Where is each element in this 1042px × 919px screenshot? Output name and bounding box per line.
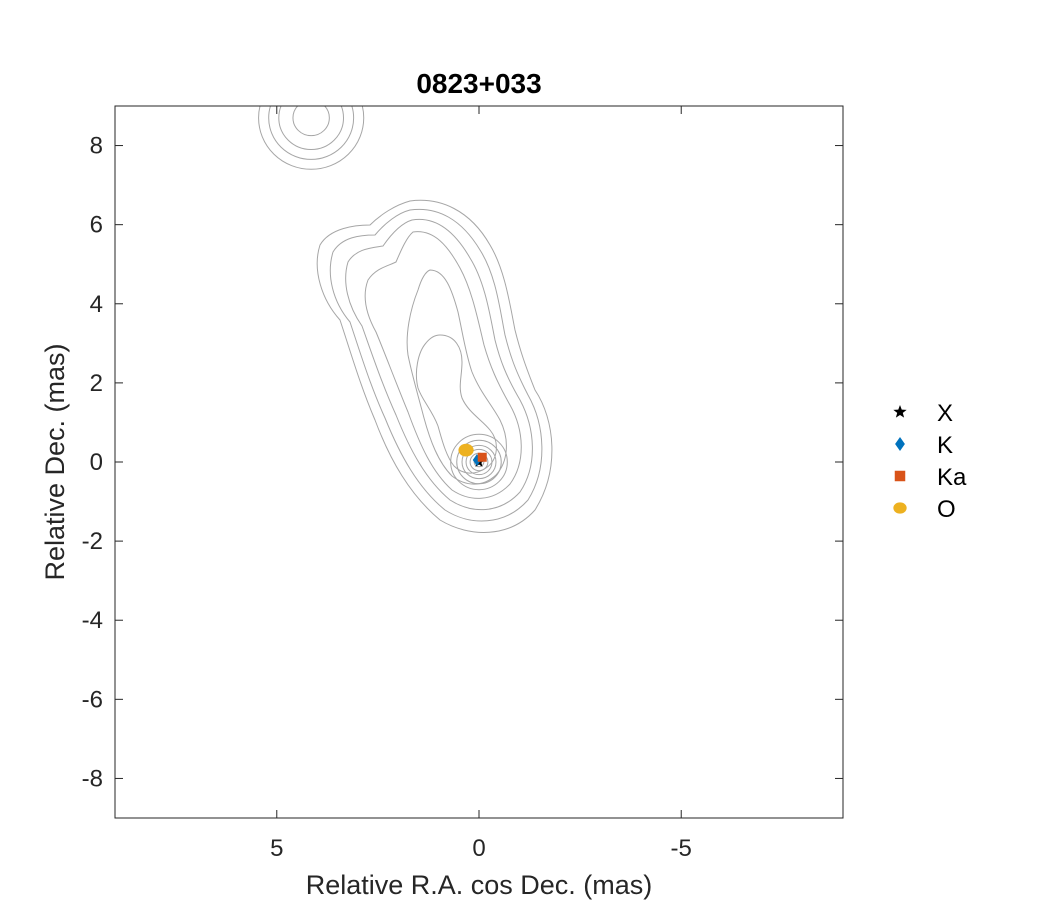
jet-contour-6 — [415, 334, 497, 474]
x-tick-label: 0 — [472, 835, 485, 862]
jet-contour-2 — [329, 208, 543, 522]
y-tick-label: 0 — [90, 449, 103, 476]
legend-marker-o — [893, 502, 907, 514]
x-axis-label: Relative R.A. cos Dec. (mas) — [306, 870, 653, 900]
contour-ring — [278, 106, 345, 151]
legend-label-o: O — [937, 496, 956, 523]
legend-marker-k — [895, 437, 905, 451]
jet-contour-3 — [345, 218, 533, 511]
y-axis-label: Relative Dec. (mas) — [40, 343, 70, 580]
y-tick-label: -6 — [82, 686, 103, 713]
axes: 5 0 -5 8 6 4 2 0 -2 -4 -6 -8 — [82, 105, 844, 862]
x-tick-label: -5 — [671, 835, 692, 862]
y-tick-label: -2 — [82, 528, 103, 555]
data-point-ka — [477, 452, 487, 462]
legend: XK Ka O — [893, 400, 967, 523]
y-tick-label: 4 — [90, 291, 103, 318]
y-tick-label: -4 — [82, 607, 103, 634]
chart-title: 0823+033 — [416, 68, 541, 99]
legend-marker-x — [893, 405, 907, 418]
y-tick-label: -8 — [82, 765, 103, 792]
legend-label-k: K — [937, 432, 953, 459]
x-tick-label: 5 — [270, 835, 283, 862]
data-point-o — [458, 443, 474, 457]
contour-ring — [461, 444, 497, 480]
jet-contour-5 — [406, 269, 507, 485]
legend-label-ka: Ka — [937, 464, 967, 491]
contour-ring — [268, 106, 355, 160]
contour-ring — [465, 448, 493, 476]
legend-label-x: X — [937, 400, 953, 427]
legend-marker-ka — [894, 470, 906, 482]
y-tick-label: 6 — [90, 212, 103, 239]
jet-contour-outer — [316, 199, 553, 533]
marker-layer — [458, 443, 487, 467]
contour-ring — [450, 433, 508, 491]
y-tick-label: 2 — [90, 370, 103, 397]
contour-ring — [456, 439, 502, 485]
contour-ring — [258, 106, 365, 170]
contour-ring — [292, 106, 330, 137]
contour-layer — [258, 106, 553, 533]
y-tick-label: 8 — [90, 133, 103, 160]
jet-contour-4 — [364, 231, 522, 499]
